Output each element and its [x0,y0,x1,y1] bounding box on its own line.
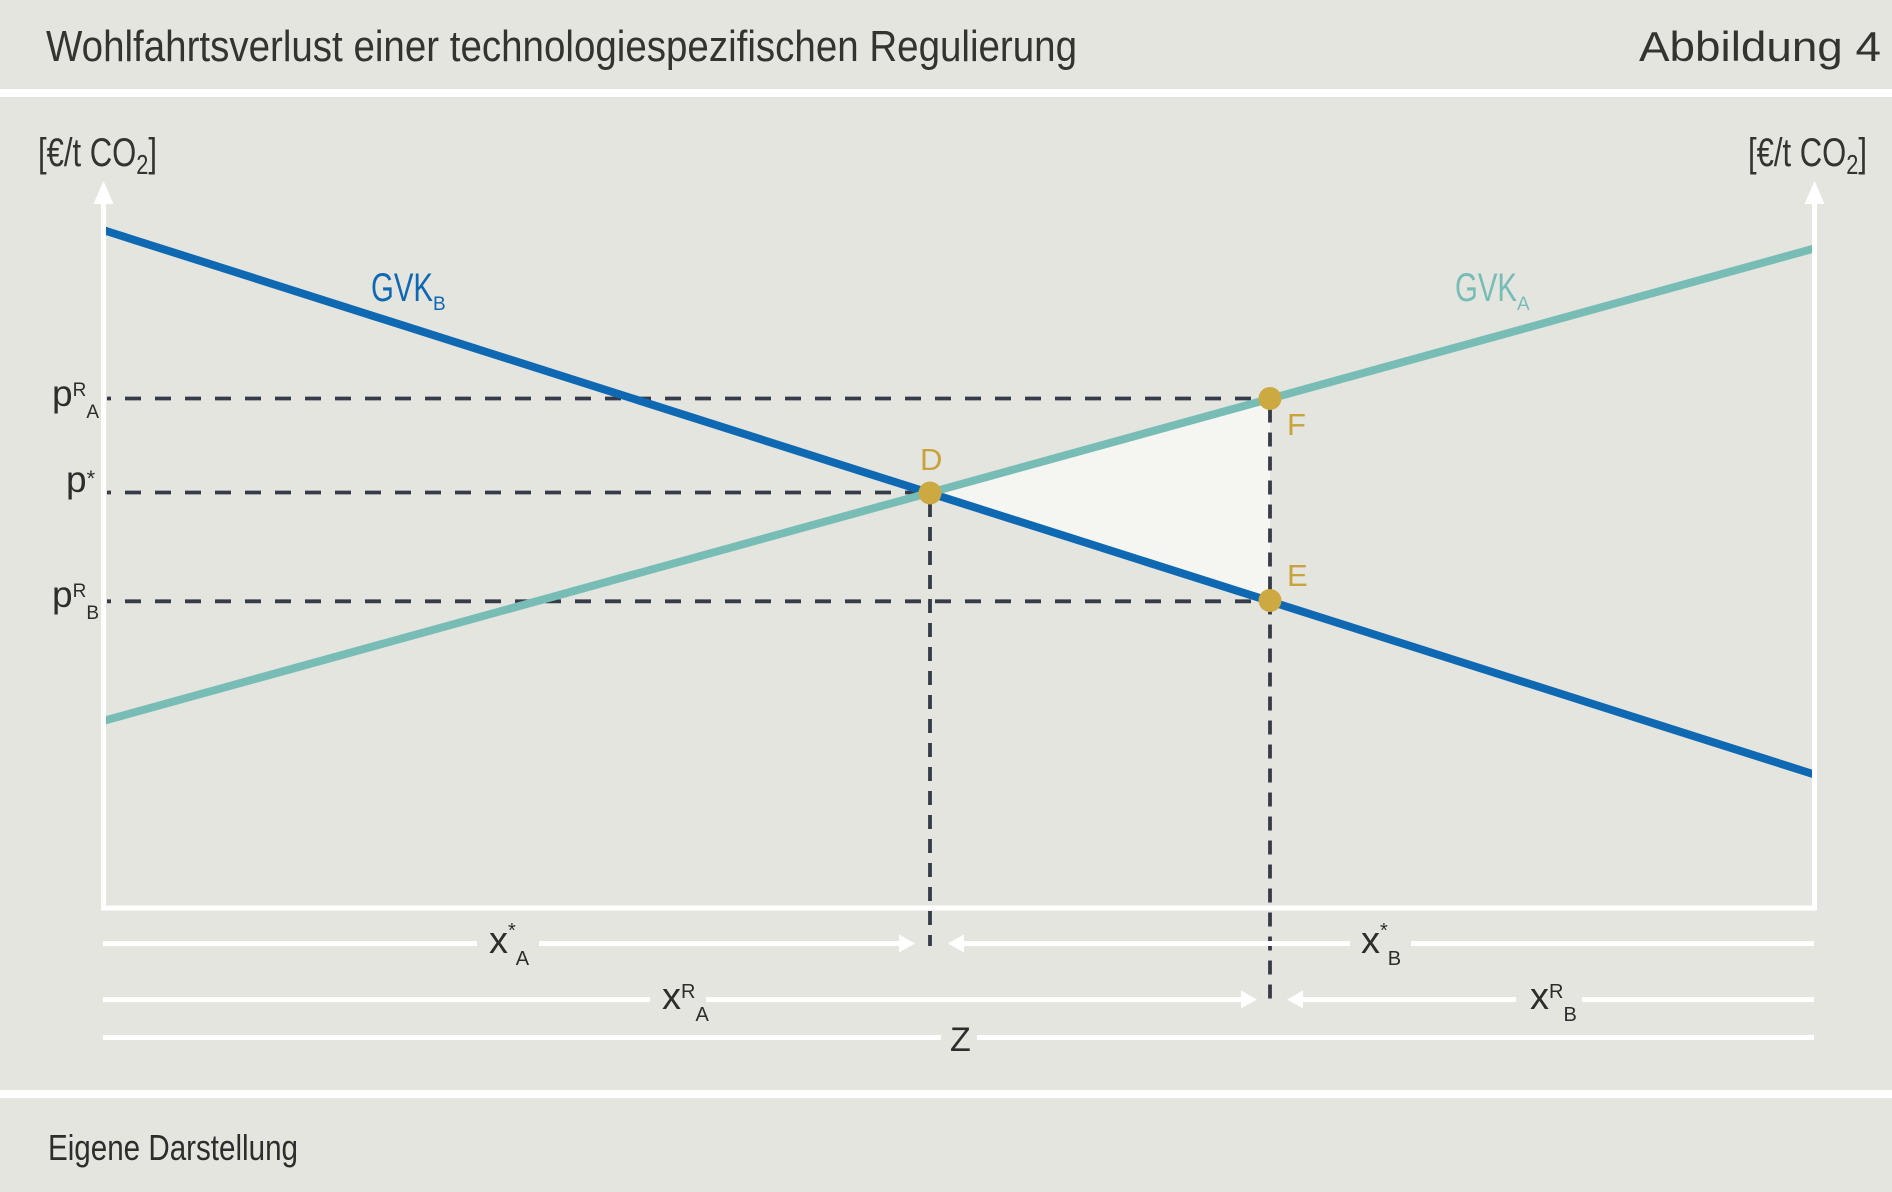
svg-text:Z: Z [950,1021,971,1059]
svg-text:GVKA: GVKA [1455,266,1530,315]
svg-text:GVKB: GVKB [371,266,446,315]
svg-text:Abbildung 4: Abbildung 4 [1639,23,1881,70]
svg-text:E: E [1287,558,1308,593]
svg-text:Wohlfahrtsverlust einer techno: Wohlfahrtsverlust einer technologiespezi… [46,22,1077,71]
svg-text:Eigene Darstellung: Eigene Darstellung [48,1127,298,1168]
svg-text:[€/t CO2]: [€/t CO2] [38,131,157,180]
svg-text:D: D [920,442,942,477]
svg-text:F: F [1287,407,1306,442]
svg-text:[€/t CO2]: [€/t CO2] [1748,131,1867,180]
